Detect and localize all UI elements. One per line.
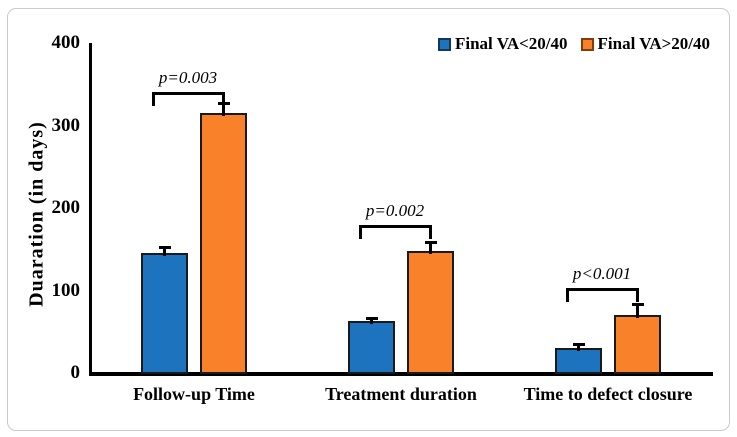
error-bar-cap xyxy=(424,240,437,244)
x-axis-line xyxy=(89,372,713,376)
y-tick-label: 100 xyxy=(51,279,81,301)
bar-blue-group3 xyxy=(555,348,602,374)
x-category-label: Follow-up Time xyxy=(133,384,255,404)
legend-label: Final VA>20/40 xyxy=(597,34,711,53)
p-value-label: p=0.003 xyxy=(158,68,218,87)
p-value-label: p<0.001 xyxy=(572,264,632,283)
legend-swatch-icon xyxy=(580,37,594,51)
y-tick-label: 400 xyxy=(51,32,81,53)
y-axis-line xyxy=(89,43,92,375)
legend-item: Final VA>20/40 xyxy=(580,34,711,54)
error-bar-cap xyxy=(158,245,171,249)
p-value-label: p=0.002 xyxy=(365,201,425,220)
legend-label: Final VA<20/40 xyxy=(455,34,568,53)
legend-item: Final VA<20/40 xyxy=(438,34,568,54)
legend: Final VA<20/40 Final VA>20/40 xyxy=(438,34,710,54)
bar-blue-group1 xyxy=(141,253,188,374)
error-bar-whisker xyxy=(163,247,166,257)
legend-swatch-icon xyxy=(438,37,451,51)
error-bar-cap xyxy=(365,316,378,320)
bar-orange-group2 xyxy=(407,250,454,374)
y-tick-label: 200 xyxy=(51,197,81,218)
y-tick-label: 0 xyxy=(70,362,81,383)
bar-orange-group1 xyxy=(200,113,247,374)
significance-bracket xyxy=(358,225,432,239)
error-bar-cap xyxy=(572,342,585,346)
bar-orange-group3 xyxy=(614,315,661,374)
error-bar-cap xyxy=(631,303,644,307)
error-bar-whisker xyxy=(577,344,580,352)
significance-bracket xyxy=(151,92,225,106)
error-bar-whisker xyxy=(370,318,373,325)
error-bar-whisker xyxy=(636,305,639,319)
error-bar-whisker xyxy=(429,242,432,254)
bar-blue-group2 xyxy=(348,321,395,374)
x-category-label: Treatment duration xyxy=(325,384,477,404)
error-bar-whisker xyxy=(222,104,225,117)
significance-bracket xyxy=(565,288,639,302)
x-category-label: Time to defect closure xyxy=(523,384,693,404)
y-tick-label: 300 xyxy=(51,114,81,136)
